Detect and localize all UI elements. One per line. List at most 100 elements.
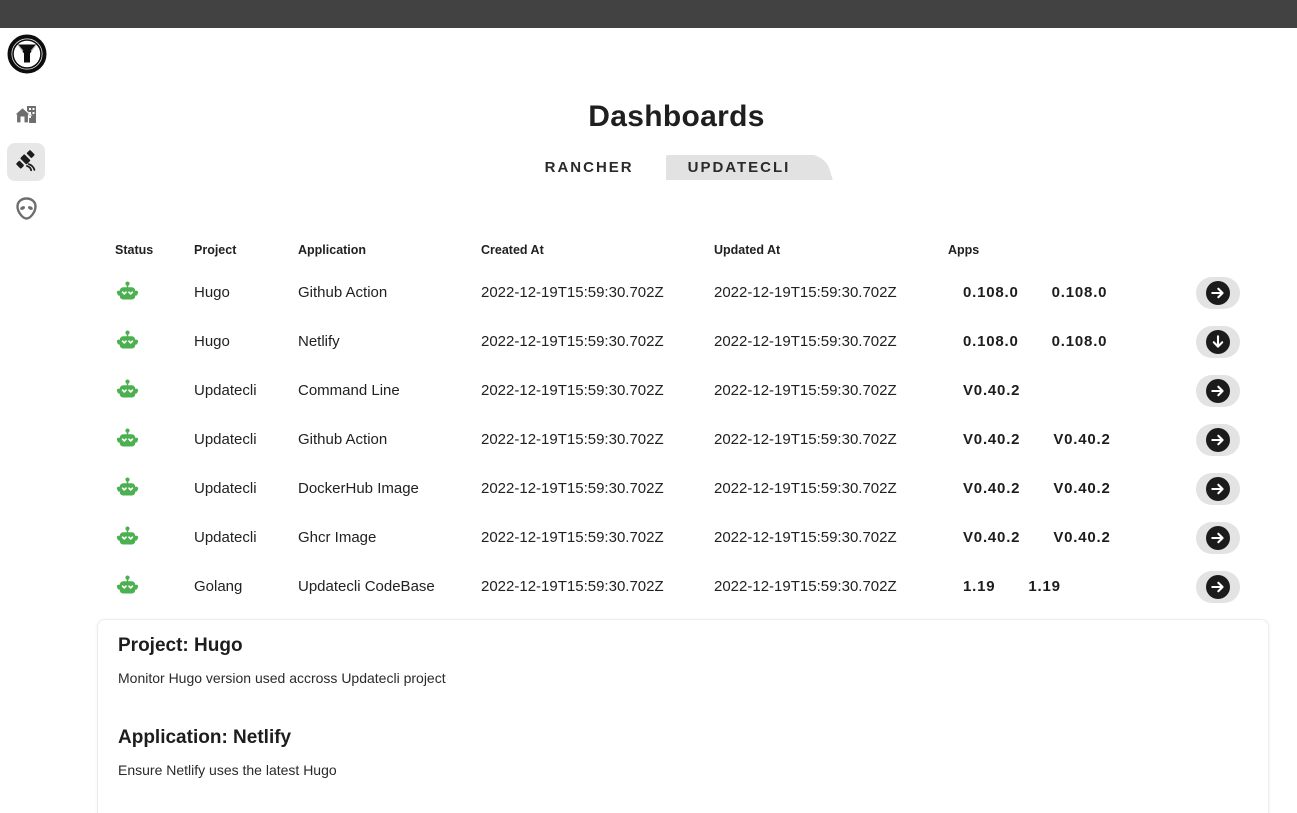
sidebar-item-alien[interactable]	[7, 190, 45, 228]
status-cell	[115, 379, 194, 402]
app-version: 0.108.0	[963, 333, 1019, 350]
table-row: Updatecli Ghcr Image 2022-12-19T15:59:30…	[115, 513, 1244, 562]
robot-status-icon	[116, 428, 139, 447]
updated-at-cell: 2022-12-19T15:59:30.702Z	[714, 284, 897, 301]
expand-row-button[interactable]	[1196, 472, 1240, 505]
robot-status-icon	[116, 477, 139, 496]
dashboard-tabs: RANCHER UPDATECLI	[56, 155, 1297, 180]
main-content: Dashboards RANCHER UPDATECLI Status Proj…	[56, 28, 1297, 813]
status-cell	[115, 575, 194, 598]
updated-at-cell: 2022-12-19T15:59:30.702Z	[714, 529, 897, 546]
created-at-cell: 2022-12-19T15:59:30.702Z	[481, 382, 664, 399]
app-version: V0.40.2	[963, 480, 1021, 497]
created-at-cell: 2022-12-19T15:59:30.702Z	[481, 431, 664, 448]
expand-row-button[interactable]	[1196, 570, 1240, 603]
expand-row-button[interactable]	[1196, 276, 1240, 309]
project-cell: Updatecli	[194, 382, 257, 399]
tab-rancher[interactable]: RANCHER	[539, 155, 640, 180]
sidebar-item-home[interactable]	[7, 96, 45, 134]
actions-cell	[1196, 521, 1244, 554]
app-version: V0.40.2	[1053, 529, 1111, 546]
robot-status-icon	[116, 281, 139, 300]
arrow-circle-icon	[1206, 574, 1230, 599]
app-version: 0.108.0	[1051, 284, 1108, 301]
arrow-circle-icon	[1206, 525, 1230, 550]
project-cell: Golang	[194, 578, 243, 595]
table-row: Updatecli DockerHub Image 2022-12-19T15:…	[115, 464, 1244, 513]
project-description: Monitor Hugo version used accross Update…	[118, 670, 446, 686]
updatecli-logo[interactable]	[7, 34, 47, 74]
created-at-cell: 2022-12-19T15:59:30.702Z	[481, 333, 664, 350]
status-cell	[115, 526, 194, 549]
created-at-cell: 2022-12-19T15:59:30.702Z	[481, 480, 664, 497]
updated-at-cell: 2022-12-19T15:59:30.702Z	[714, 382, 897, 399]
app-version: V0.40.2	[1053, 480, 1111, 497]
table-row: Updatecli Command Line 2022-12-19T15:59:…	[115, 366, 1244, 415]
robot-status-icon	[116, 575, 139, 594]
column-header-apps: Apps	[948, 243, 980, 257]
sidebar-item-satellite[interactable]	[7, 143, 45, 181]
apps-versions-cell: V0.40.2 V0.40.2	[948, 480, 1196, 497]
expand-row-button[interactable]	[1196, 374, 1240, 407]
detail-card: Project: Hugo Monitor Hugo version used …	[97, 619, 1269, 813]
table-row: Updatecli Github Action 2022-12-19T15:59…	[115, 415, 1244, 464]
project-cell: Updatecli	[194, 480, 257, 497]
page-title: Dashboards	[588, 100, 765, 133]
apps-versions-cell: V0.40.2	[948, 382, 1196, 399]
actions-cell	[1196, 374, 1244, 407]
arrow-circle-icon	[1206, 427, 1230, 452]
updated-at-cell: 2022-12-19T15:59:30.702Z	[714, 578, 897, 595]
table-body: Hugo Github Action 2022-12-19T15:59:30.7…	[115, 268, 1244, 611]
arrow-circle-icon	[1206, 280, 1230, 305]
application-heading: Application: Netlify	[118, 727, 292, 748]
robot-status-icon	[116, 330, 139, 349]
project-cell: Updatecli	[194, 529, 257, 546]
dashboards-table: Status Project Application Created At Up…	[115, 232, 1244, 611]
app-version: V0.40.2	[963, 529, 1021, 546]
status-cell	[115, 477, 194, 500]
app-version: 1.19	[963, 578, 996, 595]
application-cell: Netlify	[298, 333, 340, 350]
created-at-cell: 2022-12-19T15:59:30.702Z	[481, 529, 664, 546]
expand-row-button[interactable]	[1196, 325, 1240, 358]
created-at-cell: 2022-12-19T15:59:30.702Z	[481, 578, 664, 595]
app-version: V0.40.2	[963, 431, 1021, 448]
table-row: Hugo Netlify 2022-12-19T15:59:30.702Z 20…	[115, 317, 1244, 366]
sidebar	[0, 28, 56, 813]
application-cell: Command Line	[298, 382, 400, 399]
top-bar	[0, 0, 1297, 28]
column-header-created-at: Created At	[481, 243, 544, 257]
application-cell: Github Action	[298, 431, 388, 448]
created-at-cell: 2022-12-19T15:59:30.702Z	[481, 284, 664, 301]
expand-row-button[interactable]	[1196, 423, 1240, 456]
project-cell: Hugo	[194, 333, 230, 350]
table-row: Hugo Github Action 2022-12-19T15:59:30.7…	[115, 268, 1244, 317]
actions-cell	[1196, 325, 1244, 358]
table-row: Golang Updatecli CodeBase 2022-12-19T15:…	[115, 562, 1244, 611]
robot-status-icon	[116, 526, 139, 545]
app-version: 0.108.0	[1051, 333, 1108, 350]
arrow-circle-icon	[1206, 378, 1230, 403]
updated-at-cell: 2022-12-19T15:59:30.702Z	[714, 480, 897, 497]
arrow-circle-icon	[1206, 329, 1230, 354]
table-header-row: Status Project Application Created At Up…	[115, 232, 1244, 268]
application-cell: Github Action	[298, 284, 388, 301]
tab-updatecli[interactable]: UPDATECLI	[665, 155, 815, 180]
actions-cell	[1196, 472, 1244, 505]
expand-row-button[interactable]	[1196, 521, 1240, 554]
project-cell: Updatecli	[194, 431, 257, 448]
actions-cell	[1196, 570, 1244, 603]
app-version: 0.108.0	[963, 284, 1019, 301]
tab-rancher-label: RANCHER	[544, 159, 634, 176]
updated-at-cell: 2022-12-19T15:59:30.702Z	[714, 431, 897, 448]
application-cell: Updatecli CodeBase	[298, 578, 435, 595]
apps-versions-cell: V0.40.2 V0.40.2	[948, 529, 1196, 546]
status-cell	[115, 428, 194, 451]
column-header-updated-at: Updated At	[714, 243, 781, 257]
updated-at-cell: 2022-12-19T15:59:30.702Z	[714, 333, 897, 350]
app-version: V0.40.2	[1053, 431, 1111, 448]
apps-versions-cell: 1.19 1.19	[948, 578, 1196, 595]
application-cell: DockerHub Image	[298, 480, 419, 497]
status-cell	[115, 281, 194, 304]
home-building-icon	[13, 106, 36, 124]
